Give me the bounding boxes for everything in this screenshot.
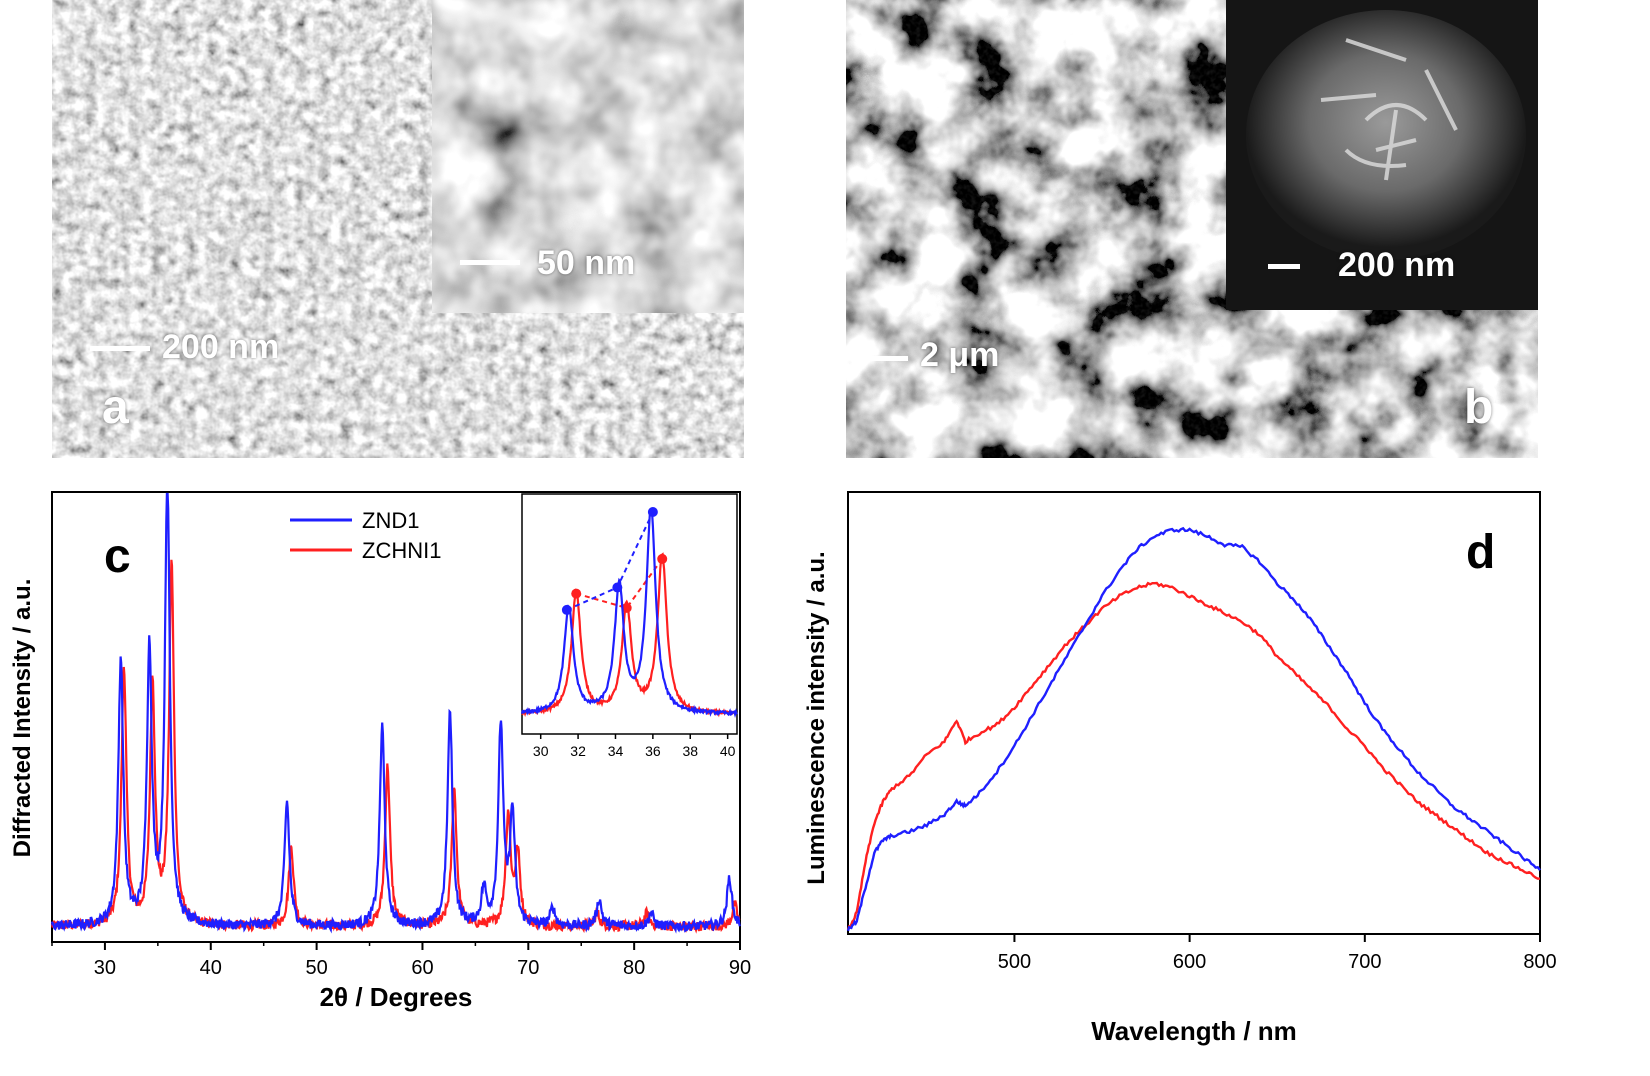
lum-x-tick-label: 700 bbox=[1348, 951, 1381, 973]
xrd-series-group bbox=[50, 492, 741, 934]
legend-label-zchni1: ZCHNI1 bbox=[362, 538, 441, 563]
luminescence-chart: 500 600 700 800 Wavelength / nm Luminescenc… bbox=[803, 491, 1557, 1046]
lum-x-tick-label: 500 bbox=[998, 951, 1031, 973]
scale-bar-inset-b bbox=[1268, 264, 1300, 269]
xrd-x-tick-label: 30 bbox=[94, 957, 116, 979]
xrd-inset-tick-label: 32 bbox=[570, 743, 586, 759]
scale-label-b: 2 μm bbox=[920, 336, 1000, 374]
panel-letter-a: a bbox=[102, 381, 129, 434]
scale-bar-inset-a bbox=[460, 260, 520, 265]
lum-x-tick-label: 600 bbox=[1173, 951, 1206, 973]
sem-inset-b: 200 nm bbox=[1226, 0, 1538, 310]
xrd-inset-group: 30 32 34 36 38 40 bbox=[520, 507, 738, 759]
lum-series-group bbox=[846, 526, 1541, 932]
xrd-x-tick-label: 60 bbox=[411, 957, 433, 979]
xrd-inset-marker bbox=[561, 604, 572, 615]
xrd-x-ticks: 30 40 50 60 70 80 90 bbox=[51, 942, 751, 979]
xrd-x-tick-label: 80 bbox=[623, 957, 645, 979]
xrd-inset-tick-label: 38 bbox=[682, 743, 698, 759]
lum-y-axis-label: Luminescence intensity / a.u. bbox=[803, 551, 830, 884]
xrd-x-tick-label: 50 bbox=[305, 957, 327, 979]
scale-label-a: 200 nm bbox=[162, 328, 280, 366]
xrd-x-tick-label: 70 bbox=[517, 957, 539, 979]
legend-label-znd1: ZND1 bbox=[362, 508, 419, 533]
lum-plot-frame bbox=[847, 491, 1541, 935]
xrd-y-axis-label: Diffracted Intensity / a.u. bbox=[9, 579, 36, 858]
scale-label-inset-a: 50 nm bbox=[537, 244, 636, 282]
xrd-inset-tick-label: 30 bbox=[533, 743, 549, 759]
sem-inset-a: 50 nm bbox=[432, 0, 744, 313]
xrd-inset-marker bbox=[647, 507, 658, 517]
xrd-inset-series-znd1 bbox=[520, 510, 738, 718]
xrd-inset-tick-label: 36 bbox=[645, 743, 661, 759]
xrd-inset-trend-zchni1 bbox=[575, 558, 664, 610]
scale-bar-b bbox=[868, 356, 908, 361]
xrd-inset-tick-label: 34 bbox=[608, 743, 624, 759]
xrd-inset-marker bbox=[612, 582, 623, 593]
scale-label-inset-b: 200 nm bbox=[1338, 246, 1456, 284]
xrd-x-axis-label: 2θ / Degrees bbox=[320, 982, 473, 1012]
xrd-x-tick-label: 40 bbox=[200, 957, 222, 979]
xrd-inset-tick-label: 40 bbox=[720, 743, 736, 759]
xrd-plot-frame bbox=[51, 491, 741, 943]
xrd-chart: 30 40 50 60 70 80 90 2θ / Degrees Diffracted I… bbox=[9, 491, 751, 1012]
lum-series-blue bbox=[846, 526, 1541, 932]
scale-bar-a bbox=[90, 346, 150, 351]
panel-letter-b: b bbox=[1464, 381, 1494, 434]
sem-image-a: 50 nm 200 nm a bbox=[52, 0, 744, 458]
lum-x-ticks: 500 600 700 800 bbox=[998, 934, 1557, 973]
lum-x-tick-label: 800 bbox=[1523, 951, 1556, 973]
lum-series-red bbox=[846, 581, 1541, 931]
sem-inset-texture-b bbox=[1226, 0, 1538, 310]
panel-letter-c: c bbox=[104, 530, 131, 583]
panel-letter-d: d bbox=[1466, 526, 1495, 579]
sem-image-b: 200 nm 2 μm b bbox=[846, 0, 1538, 458]
xrd-inset-marker bbox=[571, 588, 582, 599]
xrd-inset-marker bbox=[657, 553, 668, 564]
xrd-series-znd1 bbox=[50, 492, 741, 934]
lum-x-axis-label: Wavelength / nm bbox=[1091, 1016, 1297, 1046]
xrd-inset-marker bbox=[621, 602, 632, 613]
xrd-x-tick-label: 90 bbox=[729, 957, 751, 979]
